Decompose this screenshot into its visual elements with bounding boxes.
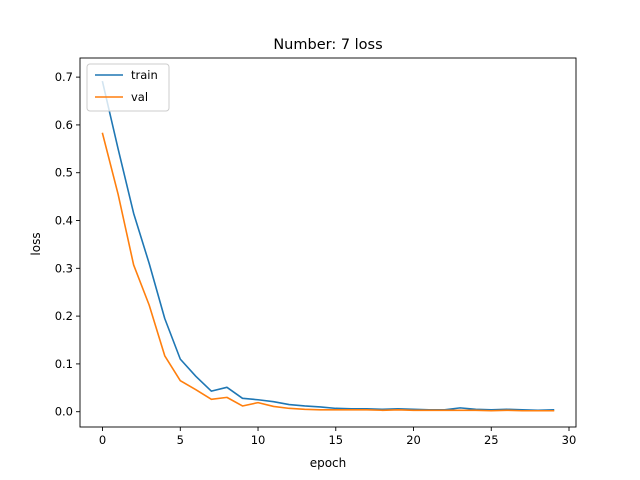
y-tick-label: 0.3: [55, 261, 73, 275]
y-tick-label: 0.5: [55, 166, 73, 180]
legend-label-val: val: [131, 90, 148, 104]
x-axis-label: epoch: [310, 456, 347, 470]
series-layer: [101, 80, 555, 412]
axes-layer: 0 5 10 15 20 25 30 0.0 0.1 0.2 0.3 0.4 0.5 0.6 0.7: [55, 57, 577, 447]
y-tick-label: 0.0: [55, 405, 73, 419]
legend-label-train: train: [131, 68, 158, 82]
y-tick-label: 0.1: [55, 357, 73, 371]
x-tick-label: 30: [562, 433, 577, 447]
y-tick-label: 0.7: [55, 70, 73, 84]
plot-frame: [79, 57, 577, 428]
x-tick-label: 10: [251, 433, 266, 447]
series-line-train: [101, 80, 555, 412]
series-line-val: [101, 132, 555, 412]
x-tick-label: 15: [328, 433, 343, 447]
y-tick-label: 0.2: [55, 309, 73, 323]
y-tick-label: 0.4: [55, 214, 73, 228]
chart-title: Number: 7 loss: [273, 37, 382, 53]
y-tick-label: 0.6: [55, 118, 73, 132]
x-tick-label: 25: [484, 433, 499, 447]
x-tick-label: 0: [99, 433, 106, 447]
legend: train val: [86, 63, 170, 112]
x-tick-label: 5: [177, 433, 184, 447]
y-axis-label: loss: [29, 232, 43, 255]
x-tick-label: 20: [406, 433, 421, 447]
